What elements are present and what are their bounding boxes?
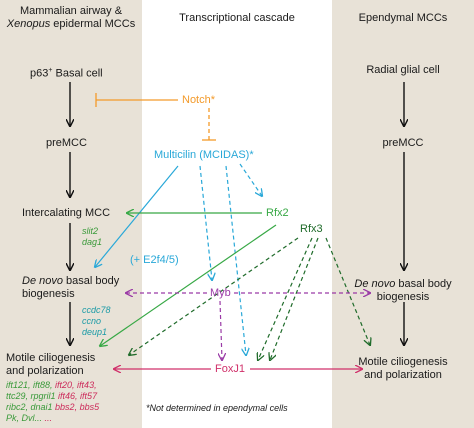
gene-slit2: slit2 <box>82 226 99 236</box>
gene-ccdc78: ccdc78 <box>82 305 111 315</box>
factor-multicilin: Multicilin (MCIDAS)* <box>154 149 254 161</box>
left-stage-denovo: De novo basal body biogenesis <box>22 275 120 300</box>
factor-rfx2: Rfx2 <box>266 207 289 219</box>
multicilin-arrows <box>95 163 262 355</box>
rfx2-arrows <box>100 213 277 346</box>
right-stage-motile: Motile ciliogenesis and polarization <box>358 356 448 381</box>
left-stage-premcc: preMCC <box>46 137 87 149</box>
right-stage-radial-glial: Radial glial cell <box>366 64 440 76</box>
gene-ccno: ccno <box>82 316 102 326</box>
factor-myb: Myb <box>210 287 231 299</box>
center-header: Transcriptional cascade <box>179 12 295 24</box>
rfx3-arrows <box>129 237 370 360</box>
left-stage-motile: Motile ciliogenesis and polarization <box>6 352 96 377</box>
factor-rfx3: Rfx3 <box>300 223 323 235</box>
left-header: Mammalian airway & Xenopus epidermal MCC… <box>6 5 136 30</box>
myb-arrows <box>126 293 370 360</box>
footnote: *Not determined in ependymal cells <box>146 403 288 413</box>
right-panel <box>332 0 474 428</box>
left-panel <box>0 0 142 428</box>
left-stage-basal-cell: p63+ Basal cell <box>30 67 103 80</box>
right-stage-denovo: De novo basal body biogenesis <box>354 278 452 303</box>
left-stage-intercalating: Intercalating MCC <box>22 207 111 219</box>
factor-e2f: (+ E2f4/5) <box>130 254 179 266</box>
right-header: Ependymal MCCs <box>358 12 448 24</box>
factor-foxj1: FoxJ1 <box>215 363 245 375</box>
notch-inhibition <box>95 93 216 141</box>
gene-dag1: dag1 <box>82 237 103 247</box>
right-stage-premcc: preMCC <box>382 137 424 149</box>
factor-notch: Notch* <box>182 94 216 106</box>
gene-deup1: deup1 <box>82 327 108 337</box>
gene-list-motile: ift121, ift88, ift20, ift43, ttc29, rpgr… <box>6 380 100 423</box>
